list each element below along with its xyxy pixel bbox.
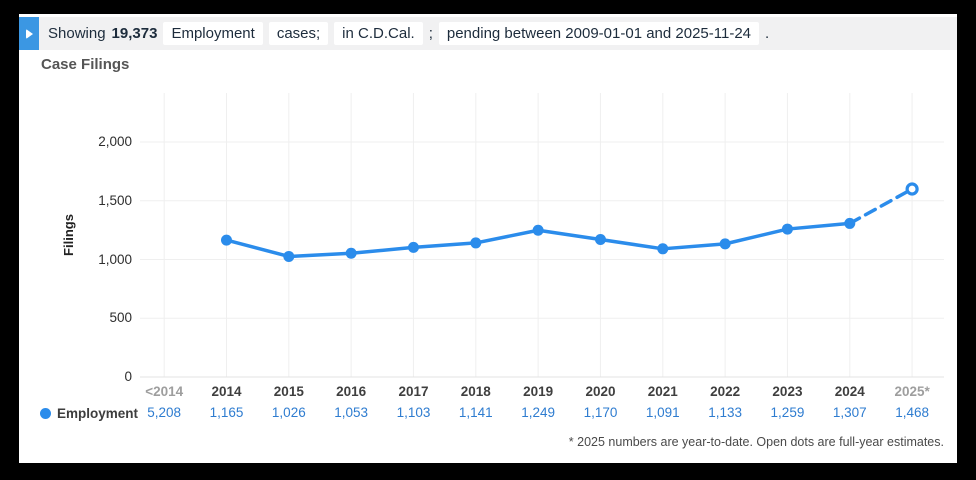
chart-footnote: * 2025 numbers are year-to-date. Open do… (568, 435, 944, 449)
y-axis-tick: 1,500 (98, 192, 132, 208)
query-filter-chip[interactable]: cases; (268, 22, 329, 45)
legend-dot-icon (40, 407, 51, 419)
x-axis-label: 2019 (523, 384, 554, 399)
x-axis-label: 2017 (398, 384, 429, 399)
x-axis-label: 2025* (894, 384, 930, 399)
line-chart[interactable] (19, 84, 957, 384)
x-axis-label: 2014 (211, 384, 242, 399)
legend-item-employment[interactable]: Employment (40, 404, 138, 422)
x-axis-labels: <2014 2014 2015 2016 2017 2018 2019 2020 2021 202… (19, 383, 943, 401)
series-value: 1,249 (521, 405, 556, 420)
x-axis-label: 2020 (585, 384, 616, 399)
series-values-row: 5,208 1,165 1,026 1,053 1,103 1,141 1,249 1,170… (19, 404, 943, 422)
x-axis-label: 2016 (336, 384, 367, 399)
x-axis-label: 2023 (772, 384, 803, 399)
estimate-dashed-line (848, 187, 914, 226)
series-value: 1,170 (583, 405, 618, 420)
series-value: 1,133 (708, 405, 743, 420)
y-axis-tick: 500 (109, 310, 132, 326)
series-value: 1,307 (832, 405, 867, 420)
query-summary-bar: Showing 19,373 Employment cases; in C.D.Ca… (19, 17, 957, 50)
query-separator: . (765, 25, 770, 42)
query-filter-chip[interactable]: pending between 2009-01-01 and 2025-11-2… (438, 22, 760, 45)
query-filter-chip[interactable]: Employment (163, 22, 263, 45)
expand-chevron-button[interactable] (19, 17, 39, 50)
app-window: Showing 19,373 Employment cases; in C.D.Ca… (19, 14, 957, 463)
legend-label: Employment (57, 405, 139, 421)
series-value: 1,026 (271, 405, 306, 420)
series-value: 1,103 (396, 405, 431, 420)
data-point[interactable] (657, 243, 669, 255)
y-axis-tick: 1,000 (98, 251, 132, 267)
y-axis-tick: 2,000 (98, 134, 132, 149)
series-value: 1,141 (458, 405, 493, 420)
x-axis-label: 2021 (647, 384, 678, 399)
series-value: 5,208 (147, 405, 182, 420)
data-point[interactable] (719, 238, 731, 250)
query-filter-segments: Employment cases; in C.D.Cal.; pending betw… (163, 22, 769, 45)
data-point[interactable] (220, 234, 232, 246)
x-axis-label: <2014 (145, 384, 184, 399)
chevron-right-icon (25, 28, 33, 39)
data-point[interactable] (781, 223, 793, 235)
y-axis-tick: 0 (124, 369, 132, 384)
series-value: 1,053 (334, 405, 369, 420)
data-point[interactable] (532, 224, 544, 236)
data-point[interactable] (407, 241, 419, 253)
query-filter-chip[interactable]: in C.D.Cal. (334, 22, 423, 45)
series-value: 1,165 (209, 405, 244, 420)
data-point[interactable] (345, 247, 357, 259)
estimate-open-point[interactable] (905, 182, 919, 196)
series-value: 1,091 (645, 405, 680, 420)
x-axis-label: 2015 (273, 384, 304, 399)
query-separator: ; (428, 25, 433, 42)
showing-label: Showing (48, 25, 106, 42)
x-axis-label: 2018 (460, 384, 491, 399)
data-point[interactable] (283, 250, 295, 262)
x-axis-label: 2022 (710, 384, 741, 399)
data-point[interactable] (844, 217, 856, 229)
query-summary-text: Showing 19,373 Employment cases; in C.D.Ca… (48, 22, 769, 45)
data-point[interactable] (470, 237, 482, 249)
x-axis-label: 2024 (834, 384, 865, 399)
chart-title: Case Filings (41, 56, 130, 73)
series-value: 1,259 (770, 405, 805, 420)
series-value: 1,468 (895, 405, 929, 420)
case-count: 19,373 (111, 25, 158, 42)
data-point[interactable] (594, 234, 606, 246)
